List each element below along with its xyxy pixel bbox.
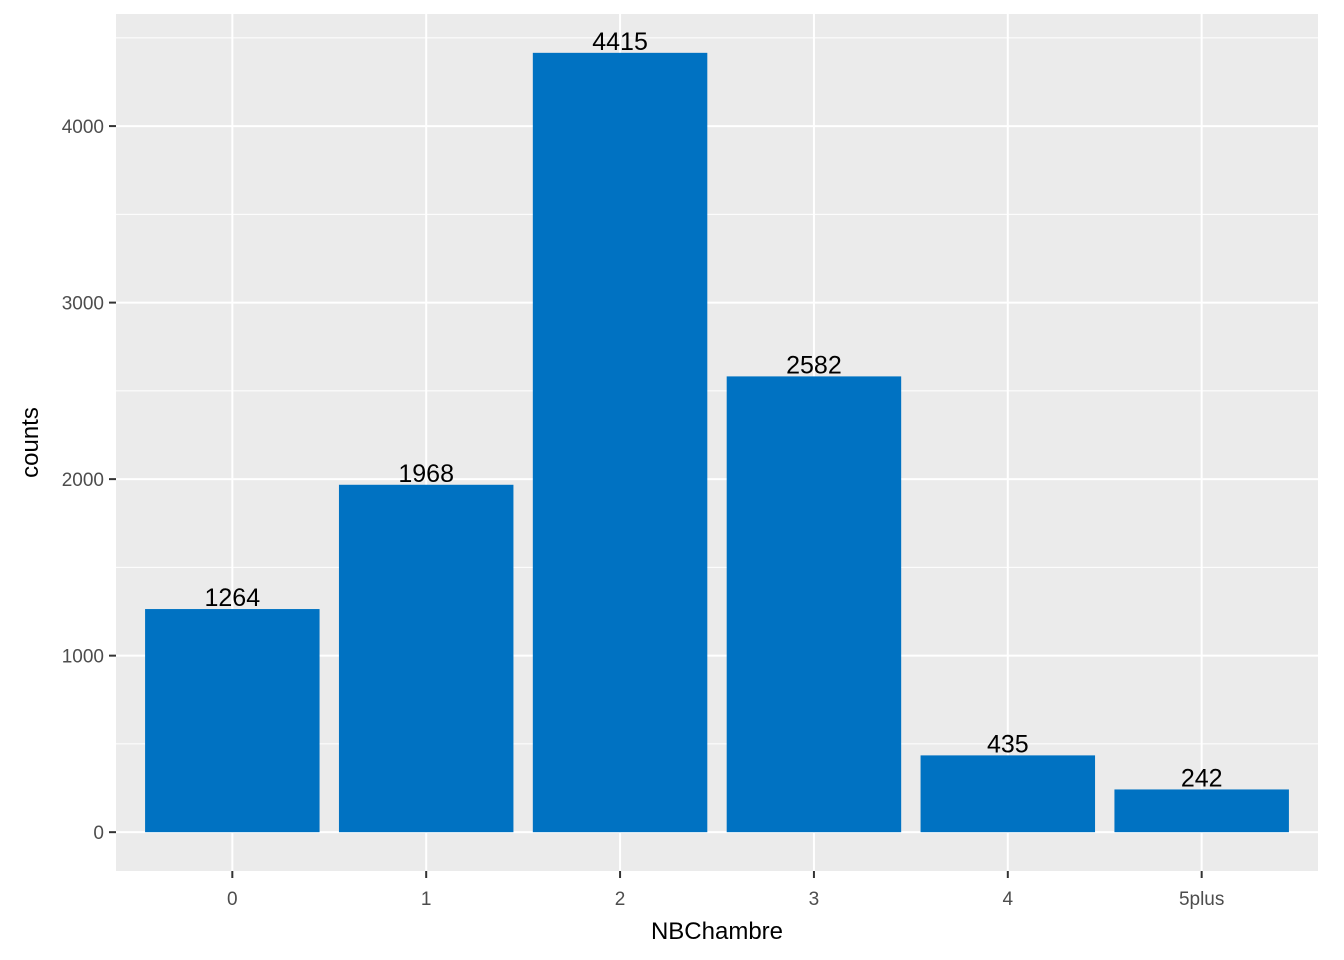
bar-value-label: 435 (987, 730, 1029, 758)
bar-4 (920, 755, 1096, 833)
bar-value-label: 1968 (398, 460, 454, 488)
y-tick-label: 4000 (62, 117, 104, 138)
y-tick-label: 2000 (62, 470, 104, 491)
bar-0 (145, 609, 320, 833)
y-axis: 0 1000 2000 3000 4000 (62, 117, 116, 844)
bar-1 (338, 484, 514, 833)
x-axis: 0 1 2 3 4 5plus (227, 871, 1224, 910)
x-tick-label: 1 (421, 889, 432, 910)
bar-2 (532, 52, 708, 833)
bar-value-labels: 1264 1968 4415 2582 435 242 (205, 28, 1223, 793)
x-tick-label: 3 (809, 889, 820, 910)
x-axis-title: NBChambre (651, 918, 783, 945)
y-tick-label: 3000 (62, 294, 104, 315)
bars (145, 52, 1289, 833)
x-tick-label: 5plus (1179, 889, 1224, 910)
bar-value-label: 4415 (592, 28, 648, 56)
x-tick-label: 2 (615, 889, 626, 910)
bar-value-label: 2582 (786, 351, 842, 379)
bar-5plus (1114, 789, 1289, 833)
bar-value-label: 1264 (205, 584, 261, 612)
y-tick-label: 0 (93, 823, 104, 844)
bar-value-label: 242 (1181, 764, 1223, 792)
y-tick-label: 1000 (62, 647, 104, 668)
y-axis-title: counts (17, 407, 44, 478)
bar-3 (726, 376, 902, 833)
x-tick-label: 0 (227, 889, 238, 910)
x-tick-label: 4 (1003, 889, 1014, 910)
